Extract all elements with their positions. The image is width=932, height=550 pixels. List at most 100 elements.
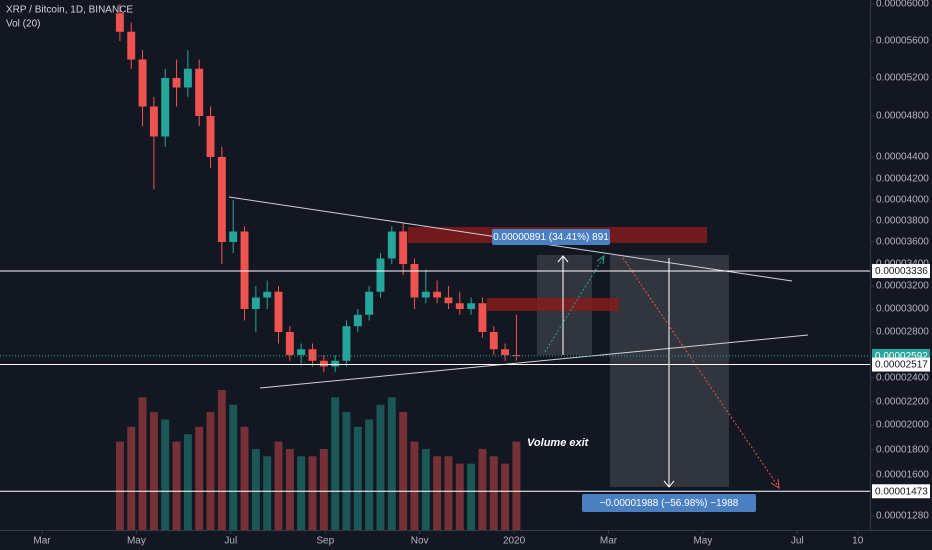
candle-body xyxy=(376,258,385,292)
trendline xyxy=(259,334,809,389)
volume-bar xyxy=(240,426,249,530)
y-tick-label: 0.00003000 xyxy=(876,304,929,315)
candle-body xyxy=(127,31,136,60)
volume-bar xyxy=(433,456,442,530)
y-tick-label: 0.00002200 xyxy=(876,397,929,408)
y-tick-label: 0.00002400 xyxy=(876,373,929,384)
arrow-head xyxy=(596,254,605,265)
volume-bar xyxy=(297,456,306,530)
y-tick-label: 0.00004000 xyxy=(876,195,929,206)
volume-bar xyxy=(206,412,215,530)
price-level-box xyxy=(872,357,930,372)
candle-body xyxy=(172,78,181,88)
x-tick-label: Jul xyxy=(224,536,237,547)
volume-bar xyxy=(501,463,510,530)
volume-bar xyxy=(127,426,136,530)
measure-label-box xyxy=(492,229,610,245)
candle-body xyxy=(365,291,374,315)
candle-body xyxy=(183,68,192,88)
x-tick-label: 2020 xyxy=(503,536,526,547)
candle-body xyxy=(274,291,283,332)
candle-body xyxy=(387,231,396,259)
volume-bar xyxy=(421,448,430,530)
y-tick-label: 0.00001800 xyxy=(876,445,929,456)
candle-body xyxy=(297,349,306,355)
arrow-head xyxy=(770,478,780,489)
y-tick-label: 0.00003200 xyxy=(876,281,929,292)
candle-body xyxy=(331,360,340,367)
volume-bar xyxy=(399,412,408,530)
volume-bar xyxy=(263,456,272,530)
candle-body xyxy=(399,231,408,264)
candle-body xyxy=(308,349,317,361)
y-tick-label: 0.00001280 xyxy=(876,511,929,522)
volume-bar xyxy=(149,412,158,530)
drawings: 0.00000891 (34.41%) 891 −0.00001988 (−56… xyxy=(228,196,809,512)
candle-body xyxy=(217,157,226,242)
price-level-label: 0.00001473 xyxy=(875,486,928,497)
candle-body xyxy=(489,332,498,350)
candle-body xyxy=(138,59,147,107)
candle-body xyxy=(319,360,328,367)
measure-label: −0.00001988 (−56.98%) −1988 xyxy=(600,498,739,509)
volume-bar xyxy=(444,456,453,530)
arrow xyxy=(544,257,604,353)
volume-bar xyxy=(455,463,464,530)
volume-bar xyxy=(308,456,317,530)
chart-subtitle: Vol (20) xyxy=(6,19,40,30)
y-tick-label: 0.00006000 xyxy=(876,0,929,10)
candle-body xyxy=(410,264,419,298)
y-tick-label: 0.00003800 xyxy=(876,216,929,227)
candle-body xyxy=(206,116,215,157)
x-tick-label: Sep xyxy=(316,536,334,547)
volume-bar xyxy=(195,426,204,530)
candle-body xyxy=(467,303,476,309)
candle-body xyxy=(115,13,124,32)
x-tick-label: Jul xyxy=(791,536,804,547)
y-tick-label: 0.00003600 xyxy=(876,237,929,248)
volume-bar xyxy=(365,419,374,530)
x-tick-label: May xyxy=(693,536,712,547)
volume-bar xyxy=(138,397,147,530)
x-tick-label: Mar xyxy=(33,536,51,547)
volume-bar xyxy=(387,397,396,530)
volume-bar xyxy=(376,404,385,530)
y-tick-label: 0.00005600 xyxy=(876,36,929,47)
volume-bar xyxy=(467,463,476,530)
volume-bar xyxy=(285,448,294,530)
arrow-head xyxy=(663,480,675,488)
candle-body xyxy=(444,297,453,304)
volume-bar xyxy=(342,412,351,530)
candle-body xyxy=(342,326,351,361)
price-level-label: 0.00002517 xyxy=(875,360,928,371)
candle-body xyxy=(421,291,430,298)
candle-body xyxy=(478,303,487,332)
volume-bar xyxy=(331,397,340,530)
volume-bar xyxy=(512,441,521,530)
candle-body xyxy=(433,291,442,298)
price-level-label: 0.00002592 xyxy=(875,351,928,362)
volume-bar xyxy=(217,390,226,530)
candle-body xyxy=(353,314,362,327)
measure-label: 0.00000891 (34.41%) 891 xyxy=(493,232,609,243)
price-level-box xyxy=(872,264,930,279)
candle-body xyxy=(149,106,158,137)
price-level-label: 0.00003336 xyxy=(875,266,928,277)
x-tick-label: 10 xyxy=(852,536,864,547)
candle-body xyxy=(501,349,510,355)
volume-bar xyxy=(161,419,170,530)
candle-body xyxy=(455,303,464,309)
volume-bar xyxy=(319,448,328,530)
volume-bar xyxy=(489,456,498,530)
candle-body xyxy=(285,332,294,355)
y-tick-label: 0.00002000 xyxy=(876,420,929,431)
annotation: Volume exit xyxy=(527,437,590,449)
x-tick-label: Nov xyxy=(411,536,429,547)
y-tick-label: 0.00004800 xyxy=(876,111,929,122)
measure-label-box xyxy=(582,494,756,512)
volume-bar xyxy=(478,448,487,530)
candle-body xyxy=(195,68,204,116)
y-tick-label: 0.00001600 xyxy=(876,470,929,481)
